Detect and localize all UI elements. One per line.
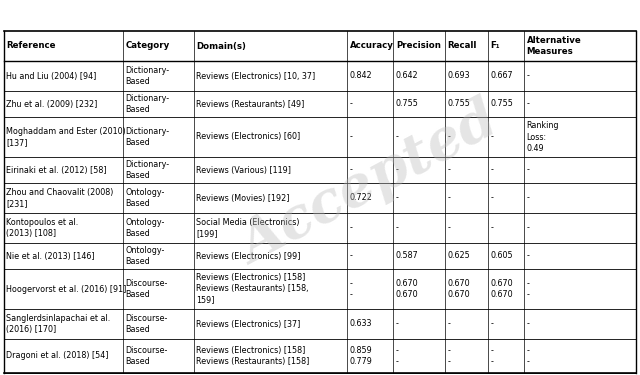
Text: Kontopoulos et al.
(2013) [108]: Kontopoulos et al. (2013) [108]: [6, 218, 79, 238]
Text: F₁: F₁: [491, 42, 500, 51]
Text: 0.670
0.670: 0.670 0.670: [396, 279, 419, 299]
Text: 0.842: 0.842: [349, 72, 372, 81]
Text: -: -: [491, 320, 493, 328]
Text: -: -: [447, 194, 451, 202]
Text: Domain(s): Domain(s): [196, 42, 246, 51]
Text: -: -: [491, 194, 493, 202]
Text: 0.605: 0.605: [491, 252, 513, 261]
Text: -: -: [349, 224, 353, 232]
Text: Ontology-
Based: Ontology- Based: [125, 246, 164, 266]
Text: Discourse-
Based: Discourse- Based: [125, 314, 168, 334]
Text: Ranking
Loss:
0.49: Ranking Loss: 0.49: [527, 122, 559, 153]
Text: Recall: Recall: [447, 42, 477, 51]
Text: Accuracy: Accuracy: [349, 42, 394, 51]
Text: Accepted: Accepted: [232, 94, 508, 276]
Text: Reviews (Movies) [192]: Reviews (Movies) [192]: [196, 194, 290, 202]
Text: -
-: - -: [349, 279, 353, 299]
Text: -: -: [396, 224, 399, 232]
Text: Dictionary-
Based: Dictionary- Based: [125, 127, 170, 147]
Text: -
-: - -: [527, 346, 529, 366]
Text: 0.667: 0.667: [491, 72, 513, 81]
Text: -: -: [447, 224, 451, 232]
Text: Eirinaki et al. (2012) [58]: Eirinaki et al. (2012) [58]: [6, 165, 107, 174]
Text: -: -: [447, 320, 451, 328]
Text: 0.642: 0.642: [396, 72, 419, 81]
Text: 0.633: 0.633: [349, 320, 372, 328]
Text: 0.722: 0.722: [349, 194, 372, 202]
Text: -: -: [491, 224, 493, 232]
Text: 0.755: 0.755: [447, 99, 470, 108]
Text: -
-: - -: [396, 346, 399, 366]
Text: Reviews (Electronics) [99]: Reviews (Electronics) [99]: [196, 252, 301, 261]
Text: -: -: [396, 320, 399, 328]
Text: 0.755: 0.755: [396, 99, 419, 108]
Text: -: -: [527, 194, 529, 202]
Text: Zhou and Chaovalit (2008)
[231]: Zhou and Chaovalit (2008) [231]: [6, 188, 114, 208]
Text: 0.859
0.779: 0.859 0.779: [349, 346, 372, 366]
Text: -: -: [349, 165, 353, 174]
Text: Dictionary-
Based: Dictionary- Based: [125, 94, 170, 114]
Text: Reviews (Electronics) [158]
Reviews (Restaurants) [158,
159]: Reviews (Electronics) [158] Reviews (Res…: [196, 273, 308, 304]
Text: Reviews (Various) [119]: Reviews (Various) [119]: [196, 165, 291, 174]
Text: -: -: [491, 165, 493, 174]
Text: -: -: [396, 194, 399, 202]
Text: -: -: [396, 165, 399, 174]
Text: -: -: [527, 224, 529, 232]
Text: -
-: - -: [491, 346, 493, 366]
Text: Social Media (Electronics)
[199]: Social Media (Electronics) [199]: [196, 218, 300, 238]
Text: Ontology-
Based: Ontology- Based: [125, 188, 164, 208]
Text: Discourse-
Based: Discourse- Based: [125, 279, 168, 299]
Text: -: -: [447, 165, 451, 174]
Text: 0.587: 0.587: [396, 252, 419, 261]
Text: -: -: [491, 132, 493, 141]
Text: -: -: [349, 132, 353, 141]
Text: Reference: Reference: [6, 42, 56, 51]
Text: -: -: [349, 99, 353, 108]
Text: 0.755: 0.755: [491, 99, 513, 108]
Text: Category: Category: [125, 42, 170, 51]
Text: -
-: - -: [447, 346, 451, 366]
Text: Alternative
Measures: Alternative Measures: [527, 36, 581, 56]
Text: Moghaddam and Ester (2010)
[137]: Moghaddam and Ester (2010) [137]: [6, 127, 126, 147]
Text: Hoogervorst et al. (2016) [91]: Hoogervorst et al. (2016) [91]: [6, 285, 127, 294]
Text: Nie et al. (2013) [146]: Nie et al. (2013) [146]: [6, 252, 95, 261]
Text: Reviews (Restaurants) [49]: Reviews (Restaurants) [49]: [196, 99, 305, 108]
Text: -
-: - -: [527, 279, 529, 299]
Text: -: -: [447, 132, 451, 141]
Text: Discourse-
Based: Discourse- Based: [125, 346, 168, 366]
Text: Zhu et al. (2009) [232]: Zhu et al. (2009) [232]: [6, 99, 98, 108]
Text: -: -: [349, 252, 353, 261]
Text: 0.670
0.670: 0.670 0.670: [447, 279, 470, 299]
Text: Sanglerdsinlapachai et al.
(2016) [170]: Sanglerdsinlapachai et al. (2016) [170]: [6, 314, 111, 334]
Text: Dictionary-
Based: Dictionary- Based: [125, 66, 170, 86]
Text: -: -: [527, 165, 529, 174]
Text: Hu and Liu (2004) [94]: Hu and Liu (2004) [94]: [6, 72, 97, 81]
Text: Dragoni et al. (2018) [54]: Dragoni et al. (2018) [54]: [6, 351, 109, 360]
Text: Reviews (Electronics) [60]: Reviews (Electronics) [60]: [196, 132, 300, 141]
Text: 0.625: 0.625: [447, 252, 470, 261]
Text: -: -: [527, 72, 529, 81]
Text: 0.670
0.670: 0.670 0.670: [491, 279, 513, 299]
Text: Reviews (Electronics) [37]: Reviews (Electronics) [37]: [196, 320, 300, 328]
Text: 0.693: 0.693: [447, 72, 470, 81]
Text: Dictionary-
Based: Dictionary- Based: [125, 160, 170, 180]
Text: -: -: [527, 252, 529, 261]
Text: Precision: Precision: [396, 42, 441, 51]
Text: Ontology-
Based: Ontology- Based: [125, 218, 164, 238]
Text: -: -: [527, 99, 529, 108]
Text: -: -: [527, 320, 529, 328]
Text: Reviews (Electronics) [10, 37]: Reviews (Electronics) [10, 37]: [196, 72, 316, 81]
Text: Reviews (Electronics) [158]
Reviews (Restaurants) [158]: Reviews (Electronics) [158] Reviews (Res…: [196, 346, 310, 366]
Text: -: -: [396, 132, 399, 141]
